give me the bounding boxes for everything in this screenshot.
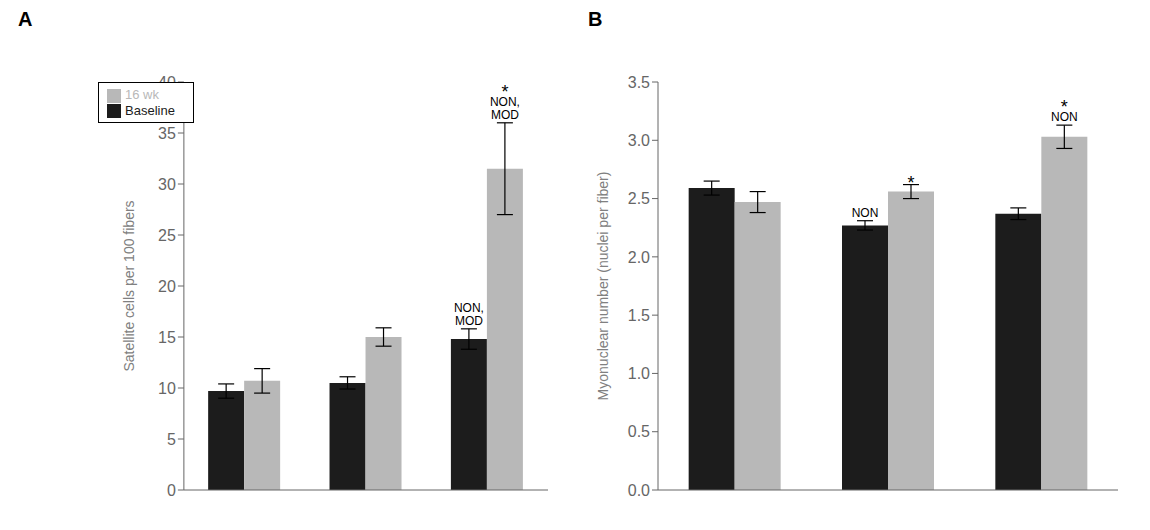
html-text:16 wk: 16 wk <box>125 87 159 102</box>
svg-text:15: 15 <box>158 329 176 346</box>
svg-text:NON,: NON, <box>454 301 484 315</box>
svg-text:Satellite cells per 100 fibers: Satellite cells per 100 fibers <box>121 200 137 371</box>
svg-text:0: 0 <box>167 482 176 499</box>
svg-text:1.5: 1.5 <box>628 307 650 324</box>
html-text:Baseline: Baseline <box>125 102 175 118</box>
svg-text:3.0: 3.0 <box>628 132 650 149</box>
svg-text:2.5: 2.5 <box>628 190 650 207</box>
svg-text:1.0: 1.0 <box>628 365 650 382</box>
svg-text:NON,: NON, <box>489 94 520 109</box>
svg-text:NON: NON <box>1051 110 1078 125</box>
svg-text:*: * <box>907 173 914 193</box>
svg-text:NON: NON <box>852 206 879 220</box>
html-text:B: B <box>588 8 603 30</box>
svg-text:25: 25 <box>158 227 176 244</box>
svg-text:10: 10 <box>158 380 176 397</box>
svg-text:35: 35 <box>158 125 176 142</box>
svg-text:2.0: 2.0 <box>628 249 650 266</box>
svg-text:0.5: 0.5 <box>628 423 650 440</box>
svg-text:5: 5 <box>167 431 176 448</box>
svg-text:20: 20 <box>158 278 176 295</box>
svg-text:*: * <box>501 82 508 102</box>
svg-text:0.0: 0.0 <box>628 482 650 499</box>
svg-text:40: 40 <box>158 74 176 91</box>
svg-text:MOD: MOD <box>455 314 483 328</box>
svg-text:Myonuclear number (nuclei per: Myonuclear number (nuclei per fiber) <box>595 172 611 401</box>
svg-text:MOD: MOD <box>491 108 519 122</box>
html-text:A: A <box>18 8 33 30</box>
svg-text:30: 30 <box>158 176 176 193</box>
svg-text:*: * <box>1061 97 1068 117</box>
svg-text:3.5: 3.5 <box>628 74 650 91</box>
